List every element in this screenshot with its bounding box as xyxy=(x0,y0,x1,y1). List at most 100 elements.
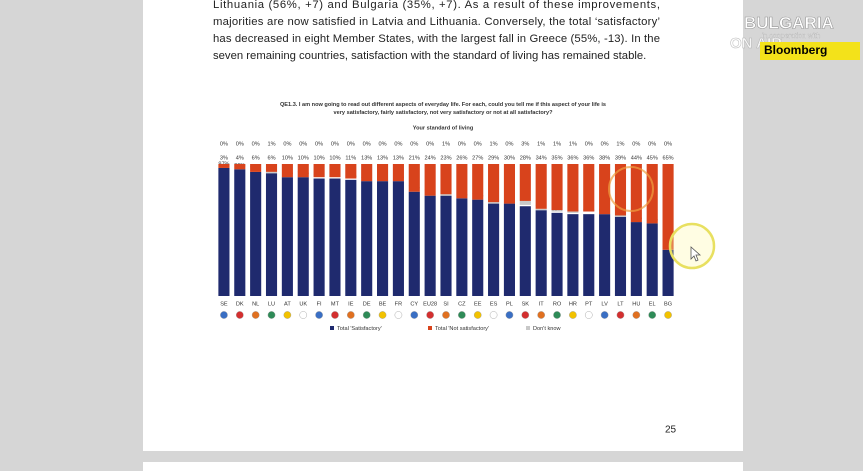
data-label: 1% xyxy=(442,141,450,147)
data-label: 3% xyxy=(220,155,228,161)
logo-cooperation: in cooperation with xyxy=(762,33,820,40)
flag xyxy=(569,311,577,319)
logo-name: BULGARIA xyxy=(744,13,834,32)
x-tick-label: IT xyxy=(539,301,545,307)
legend-swatch xyxy=(428,326,432,330)
title-line: QE1.3. I am now going to read out differ… xyxy=(280,102,606,108)
x-tick-label: RO xyxy=(553,301,562,307)
data-label: 30% xyxy=(504,155,515,161)
legend-label: Total 'Satisfactory' xyxy=(337,326,382,332)
data-label: 29% xyxy=(488,155,499,161)
logo-box xyxy=(760,42,860,60)
data-label: 65% xyxy=(662,155,673,161)
flag xyxy=(331,311,339,319)
bar-segment xyxy=(519,200,531,205)
data-label: 0% xyxy=(664,141,672,147)
bar-segment xyxy=(377,181,389,296)
data-label: 3% xyxy=(521,141,529,147)
x-tick-label: BG xyxy=(664,301,672,307)
legend-label: Total 'Not satisfactory' xyxy=(435,326,489,332)
data-label: 1% xyxy=(490,141,498,147)
bar-segment xyxy=(535,208,547,211)
flag xyxy=(410,311,419,319)
bar-segment xyxy=(250,164,262,172)
data-label: 0% xyxy=(458,141,466,147)
data-label: 0% xyxy=(220,141,228,147)
data-label: 10% xyxy=(314,155,325,161)
data-label: 0% xyxy=(410,141,418,147)
x-tick-label: EE xyxy=(474,301,482,307)
x-tick-label: HU xyxy=(632,301,640,307)
bar-segment xyxy=(345,179,357,296)
bar-segment xyxy=(297,177,309,296)
bar-segment xyxy=(472,164,484,200)
flag xyxy=(267,311,276,319)
bar-segment xyxy=(535,210,547,296)
data-label: 1% xyxy=(569,141,577,147)
flag xyxy=(442,311,450,319)
data-label: 0% xyxy=(379,141,387,147)
bar-segment xyxy=(599,164,611,215)
data-label: 34% xyxy=(536,155,547,161)
flag xyxy=(378,311,387,319)
next-page xyxy=(143,462,743,471)
flag xyxy=(362,311,371,319)
bar-segment xyxy=(440,194,452,196)
data-label: 10% xyxy=(329,155,340,161)
bar-segment xyxy=(456,198,468,296)
data-label: 0% xyxy=(394,141,402,147)
chart: 97%3%0%SE96%4%0%DK94%6%0%NL93%6%1%LU90%1… xyxy=(218,141,673,332)
x-tick-label: FR xyxy=(395,301,402,307)
flag xyxy=(458,311,466,319)
flag xyxy=(489,311,498,319)
bar-segment xyxy=(408,164,420,192)
data-label: 0% xyxy=(299,141,307,147)
bar-segment xyxy=(488,203,500,296)
data-label: 23% xyxy=(440,155,451,161)
bar-segment xyxy=(392,164,404,182)
data-label: 0% xyxy=(363,141,371,147)
flag xyxy=(235,311,244,319)
x-tick-label: LV xyxy=(601,301,608,307)
data-label: 1% xyxy=(267,141,275,147)
x-tick-label: SE xyxy=(220,301,228,307)
bar-segment xyxy=(329,164,341,178)
bar-segment xyxy=(456,164,468,199)
bar-segment xyxy=(614,164,627,216)
x-tick-label: EU28 xyxy=(423,301,437,307)
x-tick-label: CY xyxy=(410,301,418,307)
bar-segment xyxy=(313,164,325,178)
data-label: 13% xyxy=(377,155,388,161)
bar-segment xyxy=(345,164,357,179)
paragraph-line: seven remaining countries, satisfaction … xyxy=(213,50,646,62)
data-label: 0% xyxy=(426,141,434,147)
flag xyxy=(632,311,641,319)
bar-segment xyxy=(377,164,389,182)
flag xyxy=(521,311,530,319)
flag xyxy=(584,311,593,319)
data-label: 44% xyxy=(631,155,642,161)
paragraph: Lithuania (56%, +7) and Bulgaria (35%, +… xyxy=(213,0,660,62)
bar-segment xyxy=(646,223,658,296)
bar-segment xyxy=(281,177,293,296)
bar-segment xyxy=(503,203,515,296)
bar-segment xyxy=(218,164,230,168)
x-tick-label: HR xyxy=(569,301,577,307)
x-tick-label: LT xyxy=(617,301,624,307)
data-label: 0% xyxy=(632,141,640,147)
data-label: 10% xyxy=(282,155,293,161)
data-label: 6% xyxy=(267,155,275,161)
x-tick-label: UK xyxy=(299,301,307,307)
bar-segment xyxy=(662,249,674,296)
bar-segment xyxy=(265,173,278,296)
cursor-highlight xyxy=(668,222,716,270)
bar-segment xyxy=(535,164,547,209)
bar-segment xyxy=(281,164,293,178)
bar-segment xyxy=(488,164,500,203)
bar-segment xyxy=(424,164,436,196)
flag xyxy=(648,311,657,319)
chart-title: QE1.3. I am now going to read out differ… xyxy=(280,102,606,116)
data-label: 21% xyxy=(409,155,420,161)
